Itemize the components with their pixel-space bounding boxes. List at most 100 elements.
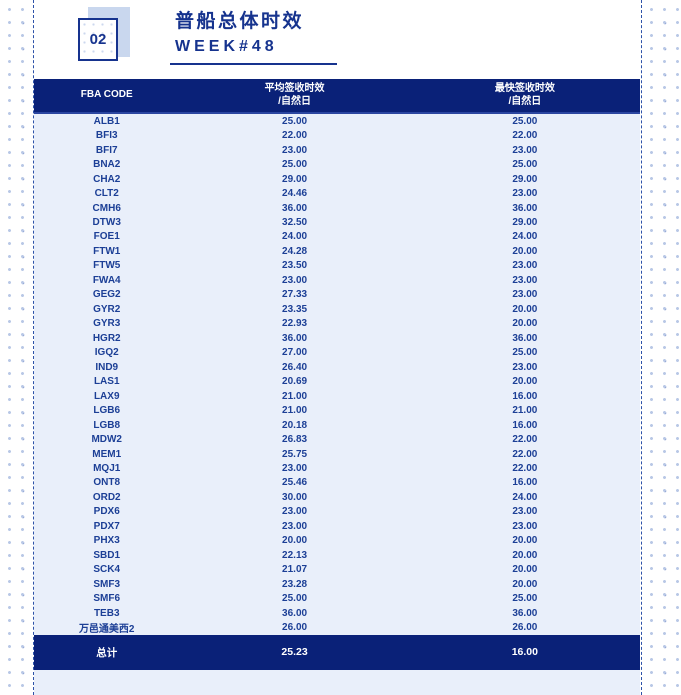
fastest-days-cell: 25.00 xyxy=(512,159,538,171)
table-row: 万邑通美西2 26.00 26.00 xyxy=(34,620,640,636)
table-row: ONT8 25.46 16.00 xyxy=(34,476,640,490)
table-row: SMF6 25.00 25.00 xyxy=(34,591,640,605)
avg-days-cell: 27.00 xyxy=(282,347,308,359)
fastest-days-cell: 21.00 xyxy=(512,405,538,417)
fastest-days-cell: 36.00 xyxy=(512,202,538,214)
left-dotted-margin xyxy=(0,0,34,695)
table-row: BFI7 23.00 23.00 xyxy=(34,143,640,157)
avg-days-cell: 24.46 xyxy=(282,188,308,200)
section-badge: 02 xyxy=(78,6,178,66)
avg-days-cell: 23.00 xyxy=(282,144,308,156)
table-row: FTW1 24.28 20.00 xyxy=(34,244,640,258)
fba-code-cell: TEB3 xyxy=(93,607,120,619)
avg-days-cell: 20.69 xyxy=(282,376,308,388)
fastest-days-cell: 23.00 xyxy=(512,506,538,518)
fastest-days-cell: 36.00 xyxy=(512,332,538,344)
fba-code-cell: PDX6 xyxy=(93,506,120,518)
fastest-days-cell: 23.00 xyxy=(512,289,538,301)
fastest-days-cell: 23.00 xyxy=(512,188,538,200)
fastest-days-cell: 20.00 xyxy=(512,578,538,590)
fastest-days-cell: 25.00 xyxy=(512,347,538,359)
table-row: BNA2 25.00 25.00 xyxy=(34,157,640,171)
table-row: LGB6 21.00 21.00 xyxy=(34,403,640,417)
avg-days-cell: 20.00 xyxy=(282,535,308,547)
fba-code-cell: IND9 xyxy=(95,361,119,373)
fba-code-cell: SMF3 xyxy=(93,578,121,590)
avg-days-cell: 27.33 xyxy=(282,289,308,301)
avg-days-cell: 24.00 xyxy=(282,231,308,243)
right-dotted-margin xyxy=(641,0,681,695)
avg-days-cell: 25.00 xyxy=(282,159,308,171)
fastest-days-cell: 23.00 xyxy=(512,361,538,373)
fastest-days-cell: 16.00 xyxy=(512,390,538,402)
total-label: 总计 xyxy=(96,646,118,659)
fastest-days-cell: 16.00 xyxy=(512,477,538,489)
avg-days-cell: 20.18 xyxy=(282,419,308,431)
avg-days-cell: 29.00 xyxy=(282,173,308,185)
avg-days-cell: 26.00 xyxy=(282,622,308,634)
fba-code-cell: LAS1 xyxy=(93,376,120,388)
table-row: CHA2 29.00 29.00 xyxy=(34,172,640,186)
fastest-days-cell: 20.00 xyxy=(512,245,538,257)
avg-days-cell: 25.46 xyxy=(282,477,308,489)
table-row: FOE1 24.00 24.00 xyxy=(34,230,640,244)
avg-days-cell: 30.00 xyxy=(282,491,308,503)
avg-days-cell: 25.00 xyxy=(282,593,308,605)
fastest-days-cell: 25.00 xyxy=(512,593,538,605)
fastest-days-cell: 20.00 xyxy=(512,549,538,561)
table-row: LAX9 21.00 16.00 xyxy=(34,389,640,403)
avg-days-cell: 23.28 xyxy=(282,578,308,590)
table-row: MEM1 25.75 22.00 xyxy=(34,447,640,461)
avg-days-cell: 21.07 xyxy=(282,564,308,576)
fba-code-cell: FTW5 xyxy=(93,260,121,272)
fba-code-cell: IGQ2 xyxy=(94,347,119,359)
week-subtitle: WEEK#48 xyxy=(175,38,278,55)
fba-code-cell: PDX7 xyxy=(93,520,120,532)
table-row: LAS1 20.69 20.00 xyxy=(34,374,640,388)
fba-code-cell: SCK4 xyxy=(93,564,121,576)
table-body: ALB1 25.00 25.00 BFI3 22.00 22.00 BFI7 23.00 23.… xyxy=(34,114,640,635)
page-header: 02 普船总体时效 WEEK#48 xyxy=(34,0,640,79)
table-row: ALB1 25.00 25.00 xyxy=(34,114,640,128)
table-row: PDX7 23.00 23.00 xyxy=(34,519,640,533)
fastest-days-cell: 25.00 xyxy=(512,115,538,127)
footer-strip xyxy=(34,669,640,695)
avg-days-cell: 23.00 xyxy=(282,506,308,518)
fba-code-cell: ALB1 xyxy=(93,115,120,127)
table-row: DTW3 32.50 29.00 xyxy=(34,215,640,229)
fba-code-cell: LGB6 xyxy=(93,405,121,417)
fba-code-cell: 万邑通美西2 xyxy=(78,624,135,636)
table-row: CMH6 36.00 36.00 xyxy=(34,201,640,215)
table-row: PHX3 20.00 20.00 xyxy=(34,534,640,548)
fba-code-cell: DTW3 xyxy=(92,217,121,229)
avg-days-cell: 36.00 xyxy=(282,607,308,619)
fba-code-cell: CHA2 xyxy=(93,173,121,185)
table-row: SBD1 22.13 20.00 xyxy=(34,548,640,562)
fba-code-cell: SBD1 xyxy=(93,549,121,561)
fba-code-cell: GYR2 xyxy=(93,303,121,315)
fastest-days-cell: 24.00 xyxy=(512,491,538,503)
avg-days-cell: 21.00 xyxy=(282,390,308,402)
avg-days-cell: 32.50 xyxy=(282,217,308,229)
col-header-fastest-days: 最快签收时效 /自然日 xyxy=(494,83,555,107)
fastest-days-cell: 23.00 xyxy=(512,260,538,272)
fba-code-cell: ORD2 xyxy=(92,491,121,503)
fastest-days-cell: 20.00 xyxy=(512,376,538,388)
fba-code-cell: GYR3 xyxy=(93,318,121,330)
avg-days-cell: 22.93 xyxy=(282,318,308,330)
fastest-days-cell: 22.00 xyxy=(512,448,538,460)
fba-code-cell: FOE1 xyxy=(93,231,120,243)
fba-code-cell: HGR2 xyxy=(92,332,121,344)
table-row: GYR3 22.93 20.00 xyxy=(34,317,640,331)
col-header-fba-code: FBA CODE xyxy=(80,89,133,101)
fba-code-cell: CLT2 xyxy=(94,188,119,200)
fastest-days-cell: 36.00 xyxy=(512,607,538,619)
fastest-days-cell: 20.00 xyxy=(512,535,538,547)
fba-code-cell: BFI3 xyxy=(95,130,118,142)
avg-days-cell: 22.00 xyxy=(282,130,308,142)
total-avg-value: 25.23 xyxy=(281,646,308,659)
table-row: SMF3 23.28 20.00 xyxy=(34,577,640,591)
avg-days-cell: 36.00 xyxy=(282,202,308,214)
fba-code-cell: MDW2 xyxy=(91,434,122,446)
fastest-days-cell: 20.00 xyxy=(512,564,538,576)
